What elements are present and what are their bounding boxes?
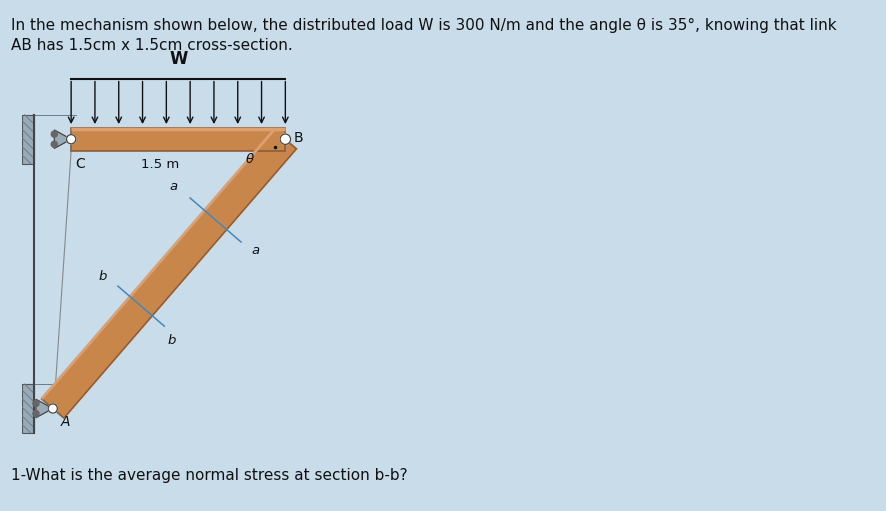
Polygon shape (54, 130, 71, 149)
Text: b: b (98, 270, 106, 283)
Text: a: a (169, 180, 177, 193)
Circle shape (280, 134, 291, 145)
Circle shape (66, 134, 75, 144)
Circle shape (51, 131, 58, 137)
Circle shape (33, 400, 39, 406)
Text: B: B (293, 131, 303, 145)
Text: 1-What is the average normal stress at section b-b?: 1-What is the average normal stress at s… (11, 468, 407, 483)
Text: C: C (74, 157, 84, 171)
Circle shape (33, 410, 39, 416)
Text: a: a (252, 244, 260, 257)
Polygon shape (42, 130, 296, 418)
Text: 1.5 m: 1.5 m (141, 158, 179, 171)
Text: A: A (60, 414, 70, 429)
Text: In the mechanism shown below, the distributed load W is 300 N/m and the angle θ : In the mechanism shown below, the distri… (11, 18, 835, 33)
Text: AB has 1.5cm x 1.5cm cross-section.: AB has 1.5cm x 1.5cm cross-section. (11, 38, 292, 53)
Polygon shape (36, 399, 53, 418)
Circle shape (48, 404, 58, 413)
Polygon shape (71, 128, 285, 151)
Text: b: b (167, 334, 175, 347)
Text: W: W (169, 50, 187, 68)
Bar (22, 384, 35, 433)
Circle shape (51, 141, 58, 147)
Bar (22, 115, 35, 164)
Text: θ: θ (245, 153, 254, 166)
